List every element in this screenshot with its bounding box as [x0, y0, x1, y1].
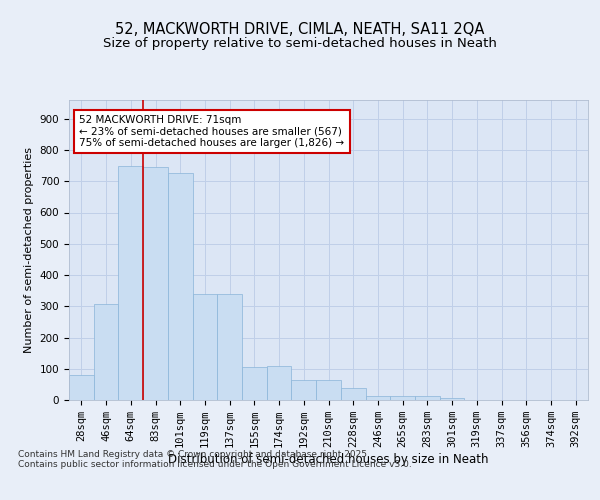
X-axis label: Distribution of semi-detached houses by size in Neath: Distribution of semi-detached houses by … [168, 453, 489, 466]
Text: Contains HM Land Registry data © Crown copyright and database right 2025.
Contai: Contains HM Land Registry data © Crown c… [18, 450, 412, 469]
Y-axis label: Number of semi-detached properties: Number of semi-detached properties [24, 147, 34, 353]
Bar [316, 380, 341, 400]
Bar [341, 388, 365, 400]
Text: Size of property relative to semi-detached houses in Neath: Size of property relative to semi-detach… [103, 38, 497, 51]
Bar [390, 396, 415, 400]
Bar [168, 173, 193, 400]
Bar [440, 398, 464, 400]
Text: 52, MACKWORTH DRIVE, CIMLA, NEATH, SA11 2QA: 52, MACKWORTH DRIVE, CIMLA, NEATH, SA11 … [115, 22, 485, 38]
Bar [69, 375, 94, 400]
Bar [217, 294, 242, 400]
Bar [143, 167, 168, 400]
Bar [365, 396, 390, 400]
Bar [242, 366, 267, 400]
Bar [118, 166, 143, 400]
Bar [94, 304, 118, 400]
Bar [267, 366, 292, 400]
Bar [415, 396, 440, 400]
Bar [292, 380, 316, 400]
Text: 52 MACKWORTH DRIVE: 71sqm
← 23% of semi-detached houses are smaller (567)
75% of: 52 MACKWORTH DRIVE: 71sqm ← 23% of semi-… [79, 115, 344, 148]
Bar [193, 294, 217, 400]
